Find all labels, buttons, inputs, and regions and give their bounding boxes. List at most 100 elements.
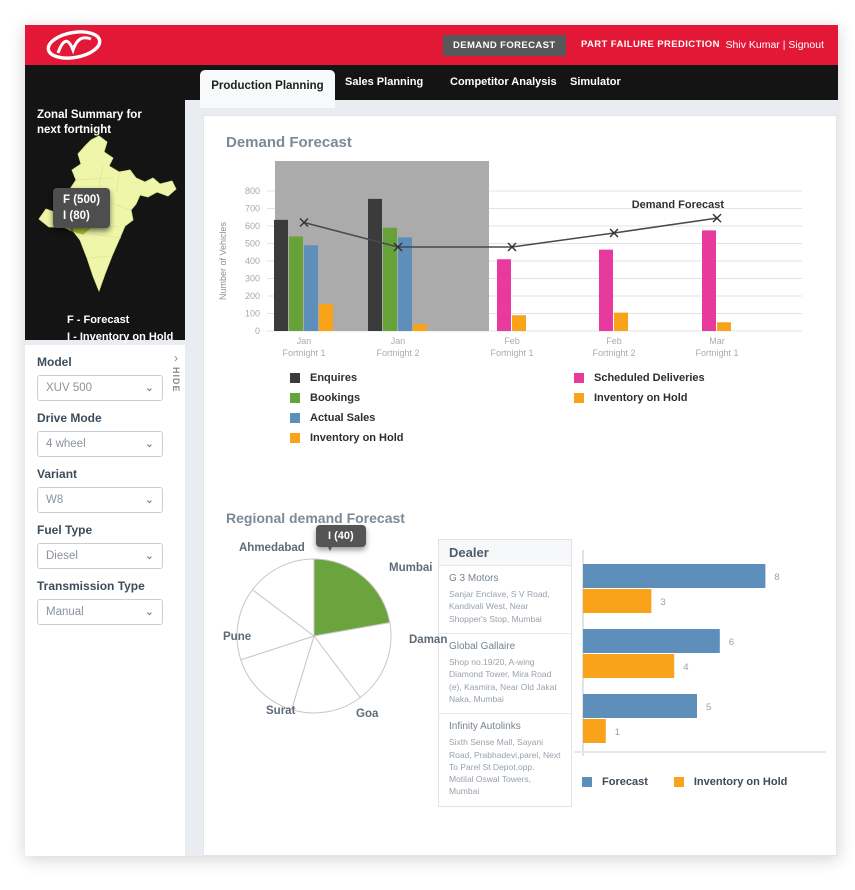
part-failure-prediction-nav-link[interactable]: PART FAILURE PREDICTION: [581, 39, 720, 50]
bar-inventory-on-hold[interactable]: [614, 312, 628, 331]
chart-legend-left: Enquires Bookings Actual Sales Inventory on…: [290, 372, 404, 444]
variant-select[interactable]: W8 ⌄: [37, 487, 163, 513]
pie-slice-ahmedabad[interactable]: [251, 558, 315, 638]
demand-forecast-nav-button[interactable]: DEMAND FORECAST: [443, 35, 566, 56]
legend-swatch: [574, 393, 584, 403]
zone-tooltip: F (500) I (80): [53, 188, 111, 233]
legend-label: Enquires: [310, 372, 358, 384]
zonal-summary-panel: Zonal Summary for next fortnight F (500)…: [25, 100, 185, 343]
legend-item-actual-sales[interactable]: Actual Sales: [290, 412, 404, 424]
drive-mode-value: 4 wheel: [46, 438, 86, 450]
dealer-panel: Dealer G 3 Motors Sanjar Enclave, S V Ro…: [438, 539, 572, 807]
bar-enquires[interactable]: [274, 219, 288, 331]
hbar-value-label: 1: [615, 727, 620, 738]
hbar-inventory-on-hold[interactable]: [583, 654, 675, 678]
legend-item-inventory-on-hold[interactable]: Inventory on Hold: [673, 776, 787, 788]
dealer-row-g3-motors[interactable]: G 3 Motors Sanjar Enclave, S V Road, Kan…: [439, 566, 571, 634]
pie-slice-mumbai[interactable]: [313, 558, 391, 637]
chevron-down-icon: ⌄: [144, 549, 154, 562]
bar-scheduled-deliveries[interactable]: [497, 259, 511, 331]
hbar-value-label: 3: [660, 597, 665, 608]
hbar-forecast[interactable]: [583, 564, 766, 588]
svg-text:Number of Vehicles: Number of Vehicles: [218, 221, 228, 300]
dealer-row-infinity-autolinks[interactable]: Infinity Autolinks Sixth Sense Mall, Say…: [439, 714, 571, 806]
hbar-forecast[interactable]: [583, 629, 720, 653]
legend-label: Bookings: [310, 392, 361, 404]
hide-panel-control[interactable]: › HIDE: [169, 351, 183, 398]
hide-label: HIDE: [171, 367, 181, 393]
bar-scheduled-deliveries[interactable]: [599, 249, 613, 331]
bar-enquires[interactable]: [368, 198, 382, 331]
model-select[interactable]: XUV 500 ⌄: [37, 375, 163, 401]
filter-model: Model XUV 500 ⌄: [37, 355, 163, 401]
chevron-right-icon: ›: [174, 351, 178, 365]
tab-production-planning[interactable]: Production Planning: [200, 70, 335, 108]
legend-item-inventory-on-hold[interactable]: Inventory on Hold: [290, 432, 404, 444]
legend-label: Scheduled Deliveries: [594, 372, 705, 384]
hbar-value-label: 4: [683, 662, 688, 673]
pie-slice-daman[interactable]: [313, 622, 392, 699]
variant-label: Variant: [37, 467, 78, 481]
drive-mode-label: Drive Mode: [37, 411, 102, 425]
svg-text:500: 500: [245, 239, 260, 249]
hbar-value-label: 5: [706, 702, 711, 713]
svg-text:400: 400: [245, 256, 260, 266]
demand-forecast-chart: 0 100 200 300 400 500 600 700 800 Number of Vehic…: [218, 161, 802, 358]
user-menu: Shiv Kumar | Signout: [726, 25, 824, 65]
chevron-down-icon: ⌄: [144, 381, 154, 394]
transmission-type-value: Manual: [46, 606, 84, 618]
map-legend-forecast: F - Forecast: [67, 314, 130, 326]
pie-label-daman: Daman: [409, 634, 448, 646]
dealer-address: Sanjar Enclave, S V Road, Kandivali West…: [449, 589, 550, 624]
legend-item-bookings[interactable]: Bookings: [290, 392, 404, 404]
pie-slice-goa[interactable]: [290, 634, 362, 714]
bar-scheduled-deliveries[interactable]: [702, 230, 716, 331]
legend-item-scheduled-deliveries[interactable]: Scheduled Deliveries: [574, 372, 705, 384]
pie-label-ahmedabad: Ahmedabad: [239, 542, 305, 554]
bar-bookings[interactable]: [289, 236, 303, 332]
legend-item-forecast[interactable]: Forecast: [582, 776, 648, 788]
legend-swatch: [290, 413, 300, 423]
fuel-type-select[interactable]: Diesel ⌄: [37, 543, 163, 569]
hbar-value-label: 6: [729, 637, 734, 648]
bar-inventory-on-hold[interactable]: [512, 315, 526, 331]
svg-text:300: 300: [245, 274, 260, 284]
map-legend: F - Forecast I - Inventory on Hold: [67, 312, 173, 346]
zone-tooltip-inventory: I (80): [63, 210, 90, 223]
tab-competitor-analysis[interactable]: Competitor Analysis: [450, 76, 557, 88]
hbar-forecast[interactable]: [583, 694, 697, 718]
hbar-inventory-on-hold[interactable]: [583, 719, 606, 743]
zonal-summary-title: Zonal Summary for next fortnight: [37, 109, 142, 136]
pie-label-pune: Pune: [223, 631, 252, 643]
mahindra-logo: [46, 30, 102, 60]
bar-actual-sales[interactable]: [398, 237, 412, 331]
pie-slice-surat[interactable]: [240, 635, 315, 711]
bar-inventory-on-hold[interactable]: [717, 322, 731, 331]
bar-inventory-on-hold[interactable]: [413, 324, 427, 331]
hbar-inventory-on-hold[interactable]: [583, 589, 652, 613]
tab-simulator[interactable]: Simulator: [570, 76, 621, 88]
pie-tooltip: I (40): [316, 525, 366, 551]
hbar-chart-legend: Forecast Inventory on Hold: [582, 776, 787, 788]
drive-mode-select[interactable]: 4 wheel ⌄: [37, 431, 163, 457]
pie-slice-pune[interactable]: [236, 588, 316, 661]
svg-text:200: 200: [245, 291, 260, 301]
signout-link[interactable]: Signout: [788, 39, 824, 51]
tab-sales-planning[interactable]: Sales Planning: [345, 76, 424, 88]
bar-actual-sales[interactable]: [304, 245, 318, 331]
tab-bar: [25, 65, 838, 100]
transmission-type-select[interactable]: Manual ⌄: [37, 599, 163, 625]
dealer-name: Global Gallaire: [449, 640, 516, 652]
model-value: XUV 500: [46, 382, 93, 394]
chevron-down-icon: ⌄: [144, 605, 154, 618]
legend-item-enquires[interactable]: Enquires: [290, 372, 404, 384]
bar-inventory-on-hold[interactable]: [319, 303, 333, 331]
line-annotation: Demand Forecast: [632, 199, 725, 211]
dealer-forecast-bar-chart: 8 3 6 4 5 1: [574, 550, 826, 756]
legend-item-inventory-on-hold[interactable]: Inventory on Hold: [574, 392, 705, 404]
dealer-row-global-gallaire[interactable]: Global Gallaire Shop no.19/20, A-wing Di…: [439, 634, 571, 715]
legend-label: Inventory on Hold: [594, 392, 688, 404]
bar-bookings[interactable]: [383, 227, 397, 331]
